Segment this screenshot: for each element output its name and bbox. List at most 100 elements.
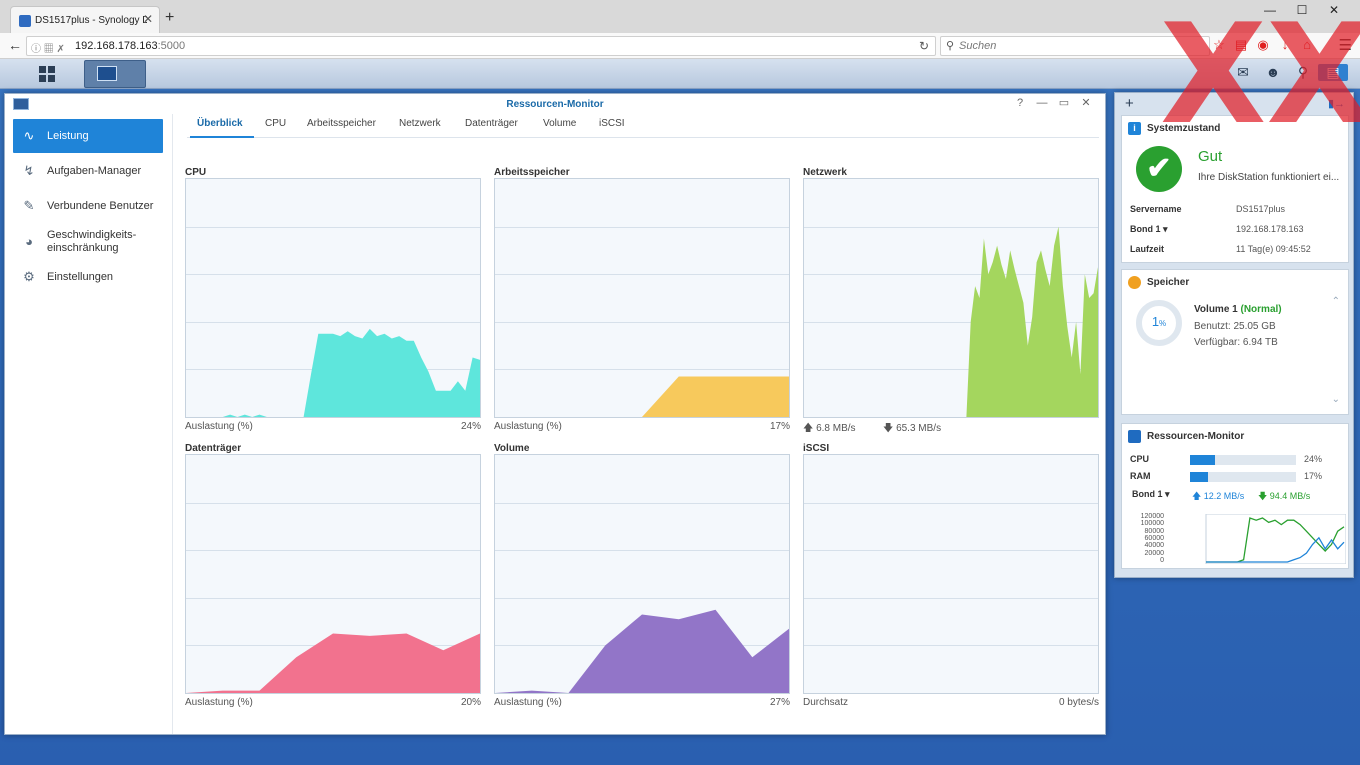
disk-panel[interactable]: Datenträger Auslastung (%) 20% <box>185 443 481 708</box>
browser-search-input[interactable]: ⚲ Suchen <box>940 36 1210 56</box>
cpu-panel[interactable]: CPU Auslastung (%) 24% <box>185 167 481 432</box>
user-icon[interactable]: ☻ <box>1265 64 1281 80</box>
widget-ram-label: RAM <box>1130 471 1151 481</box>
back-arrow-icon[interactable]: ← <box>8 37 22 53</box>
chevron-down-icon[interactable]: ⌄ <box>1331 394 1340 405</box>
disk-panel-title: Datenträger <box>185 443 242 454</box>
browser-menu-icon[interactable]: ☰ <box>1338 37 1352 54</box>
download-icon[interactable]: ↓ <box>1281 37 1289 52</box>
sidebar-item-geschwindigkeit[interactable]: ◕ Geschwindigkeits-einschränkung <box>13 224 163 260</box>
y-tick-label: 120000 <box>1140 513 1164 520</box>
resource-monitor-window: Ressourcen-Monitor ? — ▭ ✕ ∿ Leistung ↯ Auf… <box>4 93 1106 735</box>
pocket-icon[interactable]: ◉ <box>1257 37 1269 52</box>
volume-area-series <box>495 609 789 693</box>
kv-key: Laufzeit <box>1130 244 1165 254</box>
sidebar-item-label: Einstellungen <box>47 270 114 283</box>
add-widget-button[interactable]: + <box>1125 95 1134 112</box>
disk-area-series <box>186 633 480 693</box>
iscsi-chart <box>803 454 1099 694</box>
site-info-icon[interactable]: ⓘ ▦ ✗ <box>31 44 65 55</box>
y-tick-label: 100000 <box>1140 520 1164 528</box>
widget-bond-down: 🡇 94.4 MB/s <box>1258 491 1311 501</box>
search-placeholder: Suchen <box>959 40 997 52</box>
sidebar-item-aufgaben-manager[interactable]: ↯ Aufgaben-Manager <box>13 154 163 188</box>
sidebar-item-leistung[interactable]: ∿ Leistung <box>13 119 163 153</box>
network-upload-value: 6.8 MB/s <box>816 423 856 434</box>
tab-iscsi[interactable]: iSCSI <box>599 118 625 129</box>
volume-footer-value: 27% <box>769 697 790 708</box>
minimize-browser-button[interactable]: — <box>1264 3 1276 17</box>
widget-cpu-bar <box>1190 455 1296 465</box>
tab-close-icon[interactable]: ✕ <box>142 12 153 26</box>
tab-arbeitsspeicher[interactable]: Arbeitsspeicher <box>307 118 376 129</box>
tab-datentraeger[interactable]: Datenträger <box>465 118 518 129</box>
resource-widget-title: Ressourcen-Monitor <box>1147 431 1245 442</box>
close-browser-button[interactable]: ✕ <box>1328 3 1340 17</box>
widget-bond-chart <box>1205 514 1346 564</box>
network-panel[interactable]: Netzwerk 🡅 6.8 MB/s 🡇 65.3 MB/s <box>803 167 1099 434</box>
tab-ueberblick[interactable]: Überblick <box>197 118 243 129</box>
minimize-button[interactable]: — <box>1036 97 1048 109</box>
resource-monitor-icon <box>97 66 117 81</box>
kv-key: Servername <box>1130 204 1182 214</box>
chevron-up-icon[interactable]: ⌃ <box>1331 296 1340 307</box>
home-icon[interactable]: ⌂ <box>1303 37 1311 52</box>
sidebar-item-label: Geschwindigkeits- <box>47 229 137 241</box>
search-icon[interactable]: ⚲ <box>1297 64 1309 80</box>
tab-strip: Überblick CPU Arbeitsspeicher Netzwerk D… <box>187 114 1099 138</box>
widget-bond-down-value: 94.4 MB/s <box>1269 491 1311 501</box>
pin-panel-icon[interactable]: ▮→ <box>1327 98 1345 110</box>
system-health-title: Systemzustand <box>1147 123 1221 134</box>
volume-panel[interactable]: Volume Auslastung (%) 27% <box>494 443 790 708</box>
widgets-icon[interactable]: ▤ <box>1318 64 1348 81</box>
performance-icon: ∿ <box>23 128 35 143</box>
tab-cpu[interactable]: CPU <box>265 118 287 129</box>
mini-chart-series-1 <box>1206 536 1345 563</box>
notifications-icon[interactable]: ✉ <box>1237 64 1249 80</box>
storage-icon <box>1128 276 1141 289</box>
network-upload-label: 🡅 6.8 MB/s <box>803 423 856 434</box>
widget-panel: + ▮→ i Systemzustand ✔ Gut Ihre DiskStati… <box>1114 92 1354 578</box>
url-text: 192.168.178.163:5000 <box>75 40 185 52</box>
iscsi-panel[interactable]: iSCSI Durchsatz 0 bytes/s <box>803 443 1099 708</box>
sidebar-item-verbundene-benutzer[interactable]: ✎ Verbundene Benutzer <box>13 189 163 223</box>
kv-value: 192.168.178.163 <box>1236 224 1304 234</box>
memory-panel[interactable]: Arbeitsspeicher Auslastung (%) 17% <box>494 167 790 432</box>
sidebar-item-einstellungen[interactable]: ⚙ Einstellungen <box>13 260 163 294</box>
resource-monitor-taskbar-button[interactable] <box>84 60 146 88</box>
cpu-footer-value: 24% <box>460 421 481 432</box>
active-tab-underline <box>190 136 254 138</box>
cpu-chart <box>185 178 481 418</box>
sidebar-item-label: Verbundene Benutzer <box>47 199 154 212</box>
kv-key[interactable]: Bond 1 ▾ <box>1130 224 1168 234</box>
browser-tab[interactable]: DS1517plus - Synology Disk ✕ <box>10 6 160 33</box>
reload-icon[interactable]: ↻ <box>918 39 929 53</box>
clipboard-icon[interactable]: ▤ <box>1234 37 1248 52</box>
memory-footer-label: Auslastung (%) <box>494 421 562 432</box>
widget-bond-label[interactable]: Bond 1 ▾ <box>1132 489 1170 499</box>
new-tab-button[interactable]: + <box>165 9 175 26</box>
bookmark-star-icon[interactable]: ☆ <box>1213 37 1225 52</box>
widget-ram-bar <box>1190 472 1296 482</box>
storage-title: Speicher <box>1147 277 1190 288</box>
memory-chart <box>494 178 790 418</box>
info-icon: i <box>1128 122 1141 135</box>
y-tick-label: 40000 <box>1144 542 1164 550</box>
main-menu-button[interactable] <box>16 60 78 88</box>
tab-volume[interactable]: Volume <box>543 118 577 129</box>
network-panel-title: Netzwerk <box>803 167 847 178</box>
close-button[interactable]: ✕ <box>1081 97 1091 109</box>
resource-monitor-app-icon <box>13 98 29 110</box>
maximize-browser-button[interactable]: ☐ <box>1296 3 1308 17</box>
sidebar: ∿ Leistung ↯ Aufgaben-Manager ✎ Verbunde… <box>5 114 173 734</box>
url-bar[interactable]: ⓘ ▦ ✗ 192.168.178.163:5000 ↻ <box>26 36 936 56</box>
maximize-button[interactable]: ▭ <box>1058 97 1070 109</box>
volume-status: (Normal) <box>1240 304 1282 315</box>
health-message: Ihre DiskStation funktioniert ei... <box>1198 172 1340 183</box>
tab-netzwerk[interactable]: Netzwerk <box>399 118 441 129</box>
url-port: :5000 <box>157 40 186 52</box>
widget-cpu-value: 24% <box>1304 454 1323 464</box>
widget-bond-up: 🡅 12.2 MB/s <box>1192 491 1245 501</box>
help-button[interactable]: ? <box>1016 97 1024 109</box>
volume-footer-label: Auslastung (%) <box>494 697 562 708</box>
